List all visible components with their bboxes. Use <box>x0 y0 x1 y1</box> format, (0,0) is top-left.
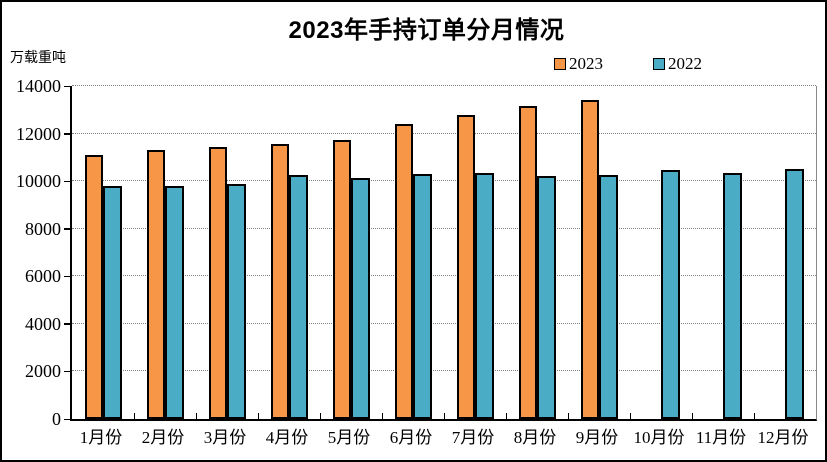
x-tick-label-3月份: 3月份 <box>203 428 247 447</box>
x-tick-label-11月份: 11月份 <box>695 428 747 447</box>
bar-2022-8月份 <box>537 176 556 419</box>
plot-area <box>70 85 817 421</box>
y-axis-tick <box>64 370 70 373</box>
bar-2022-6月份 <box>413 174 432 419</box>
bar-2022-5月份 <box>351 177 370 419</box>
x-tick-label-10月份: 10月份 <box>633 428 685 447</box>
bar-2023-2月份 <box>146 150 165 419</box>
x-axis-tick <box>133 413 135 419</box>
gridline-8000 <box>72 227 816 229</box>
y-tick-label: 2000 <box>25 361 61 382</box>
y-axis-unit-label: 万载重吨 <box>10 51 66 66</box>
x-axis-tick <box>195 413 197 419</box>
x-axis-tick <box>443 413 445 419</box>
y-axis-tick <box>64 85 70 87</box>
legend-label-2023: 2023 <box>569 54 603 73</box>
gridline-4000 <box>72 322 816 324</box>
gridline-14000 <box>72 85 816 86</box>
x-tick-label-7月份: 7月份 <box>451 428 495 447</box>
bar-2022-7月份 <box>475 172 494 419</box>
bar-2022-9月份 <box>599 175 618 419</box>
y-tick-label: 4000 <box>25 313 61 334</box>
legend-swatch-2022-icon <box>653 57 665 70</box>
gridline-12000 <box>72 132 816 134</box>
x-axis-tick <box>319 413 321 419</box>
legend-item-2023: 2023 <box>554 55 603 72</box>
y-axis-tick <box>64 275 70 278</box>
y-tick-label: 14000 <box>16 76 61 96</box>
x-tick-label-8月份: 8月份 <box>513 428 557 447</box>
gridline-6000 <box>72 275 816 277</box>
x-axis-tick <box>753 413 755 419</box>
y-tick-label: 0 <box>52 409 61 429</box>
chart-legend: 2023 2022 <box>554 55 702 72</box>
legend-swatch-2023-icon <box>554 57 566 70</box>
legend-item-2022: 2022 <box>653 55 702 72</box>
y-tick-label: 12000 <box>16 123 61 144</box>
bar-2023-3月份 <box>208 146 227 419</box>
x-axis-tick <box>381 413 383 419</box>
bar-2022-11月份 <box>723 172 742 419</box>
bar-2023-4月份 <box>270 144 289 419</box>
y-tick-label: 10000 <box>16 171 61 192</box>
gridline-10000 <box>72 180 816 182</box>
chart-title: 2023年手持订单分月情况 <box>288 17 565 44</box>
y-axis-tick <box>64 323 70 325</box>
x-axis-tick <box>257 413 259 419</box>
x-tick-label-1月份: 1月份 <box>79 428 123 447</box>
bar-2023-8月份 <box>518 106 537 419</box>
x-axis-tick <box>505 413 507 419</box>
y-axis-tick <box>64 228 70 230</box>
x-axis-tick <box>567 413 569 419</box>
bar-2023-5月份 <box>332 139 351 419</box>
bar-2023-6月份 <box>394 124 413 419</box>
bar-2022-2月份 <box>165 185 184 419</box>
y-axis-tick <box>64 133 70 135</box>
x-tick-label-6月份: 6月份 <box>389 428 433 447</box>
y-axis-tick <box>64 418 70 420</box>
bar-2022-10月份 <box>661 170 680 419</box>
bar-2022-3月份 <box>227 183 246 419</box>
bar-2022-1月份 <box>103 185 122 419</box>
x-tick-label-5月份: 5月份 <box>327 428 371 447</box>
legend-label-2022: 2022 <box>668 54 702 73</box>
x-tick-label-9月份: 9月份 <box>575 428 619 447</box>
bar-2022-12月份 <box>785 169 804 419</box>
x-tick-label-12月份: 12月份 <box>757 428 809 447</box>
x-axis-tick <box>629 413 631 419</box>
y-tick-label: 8000 <box>25 218 61 239</box>
bar-2023-9月份 <box>580 100 599 419</box>
x-tick-label-4月份: 4月份 <box>265 428 309 447</box>
bar-2022-4月份 <box>289 175 308 419</box>
y-axis-tick <box>64 180 70 183</box>
x-axis-tick <box>691 413 693 419</box>
bar-2023-1月份 <box>84 154 103 419</box>
x-tick-label-2月份: 2月份 <box>141 428 185 447</box>
gridline-2000 <box>72 370 816 372</box>
bar-2023-7月份 <box>456 114 475 419</box>
y-tick-label: 6000 <box>25 266 61 287</box>
